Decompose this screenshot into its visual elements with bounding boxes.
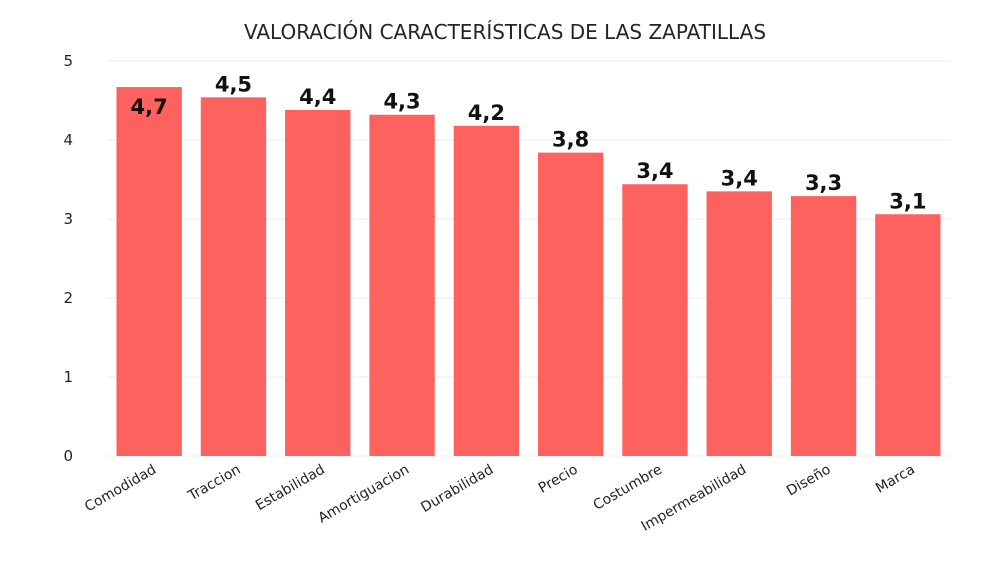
- bar: [537, 152, 604, 456]
- x-tick-label: Durabilidad: [418, 462, 496, 516]
- x-tick-label: Marca: [873, 462, 918, 497]
- x-tick-label: Precio: [536, 462, 581, 497]
- data-label: 3,1: [889, 189, 926, 213]
- y-tick-label: 2: [63, 289, 73, 307]
- bar: [116, 87, 182, 456]
- y-tick-label: 0: [63, 447, 73, 465]
- bar: [790, 196, 857, 456]
- data-label: 4,7: [131, 95, 168, 119]
- data-label: 4,4: [299, 85, 336, 109]
- bar: [453, 125, 520, 456]
- x-tick-label: Traccion: [185, 462, 244, 505]
- data-label: 3,4: [721, 166, 758, 190]
- bars: [116, 87, 941, 457]
- x-tick-label: Diseño: [784, 462, 834, 500]
- bar: [706, 191, 772, 456]
- data-label: 3,3: [805, 171, 842, 195]
- data-label: 4,5: [215, 72, 252, 96]
- data-label: 4,2: [468, 101, 505, 125]
- data-label: 3,8: [552, 128, 589, 152]
- y-tick-label: 3: [63, 210, 73, 228]
- data-label: 3,4: [636, 159, 673, 183]
- y-tick-label: 4: [63, 131, 73, 149]
- x-tick-label: Comodidad: [82, 462, 159, 516]
- bar: [200, 97, 267, 456]
- chart-title: VALORACIÓN CARACTERÍSTICAS DE LAS ZAPATI…: [244, 20, 766, 44]
- x-tick-label: Costumbre: [591, 462, 665, 514]
- bar: [285, 109, 351, 456]
- x-tick-label: Amortiguacion: [315, 462, 412, 527]
- bar: [875, 214, 941, 456]
- x-tick-label: Estabilidad: [253, 462, 328, 514]
- bar: [622, 184, 688, 457]
- data-labels: 4,7 4,5 4,4 4,3 4,2 3,8 3,4 3,4 3,3 3,1: [131, 72, 927, 213]
- data-label: 4,3: [383, 90, 420, 114]
- y-tick-label: 1: [63, 368, 73, 386]
- x-axis-ticks: Comodidad Traccion EstabilidadAmortiguacio…: [82, 462, 918, 535]
- bar: [369, 114, 435, 456]
- y-axis-ticks: 0 1 2 3 4 5: [63, 52, 73, 465]
- y-tick-label: 5: [63, 52, 73, 70]
